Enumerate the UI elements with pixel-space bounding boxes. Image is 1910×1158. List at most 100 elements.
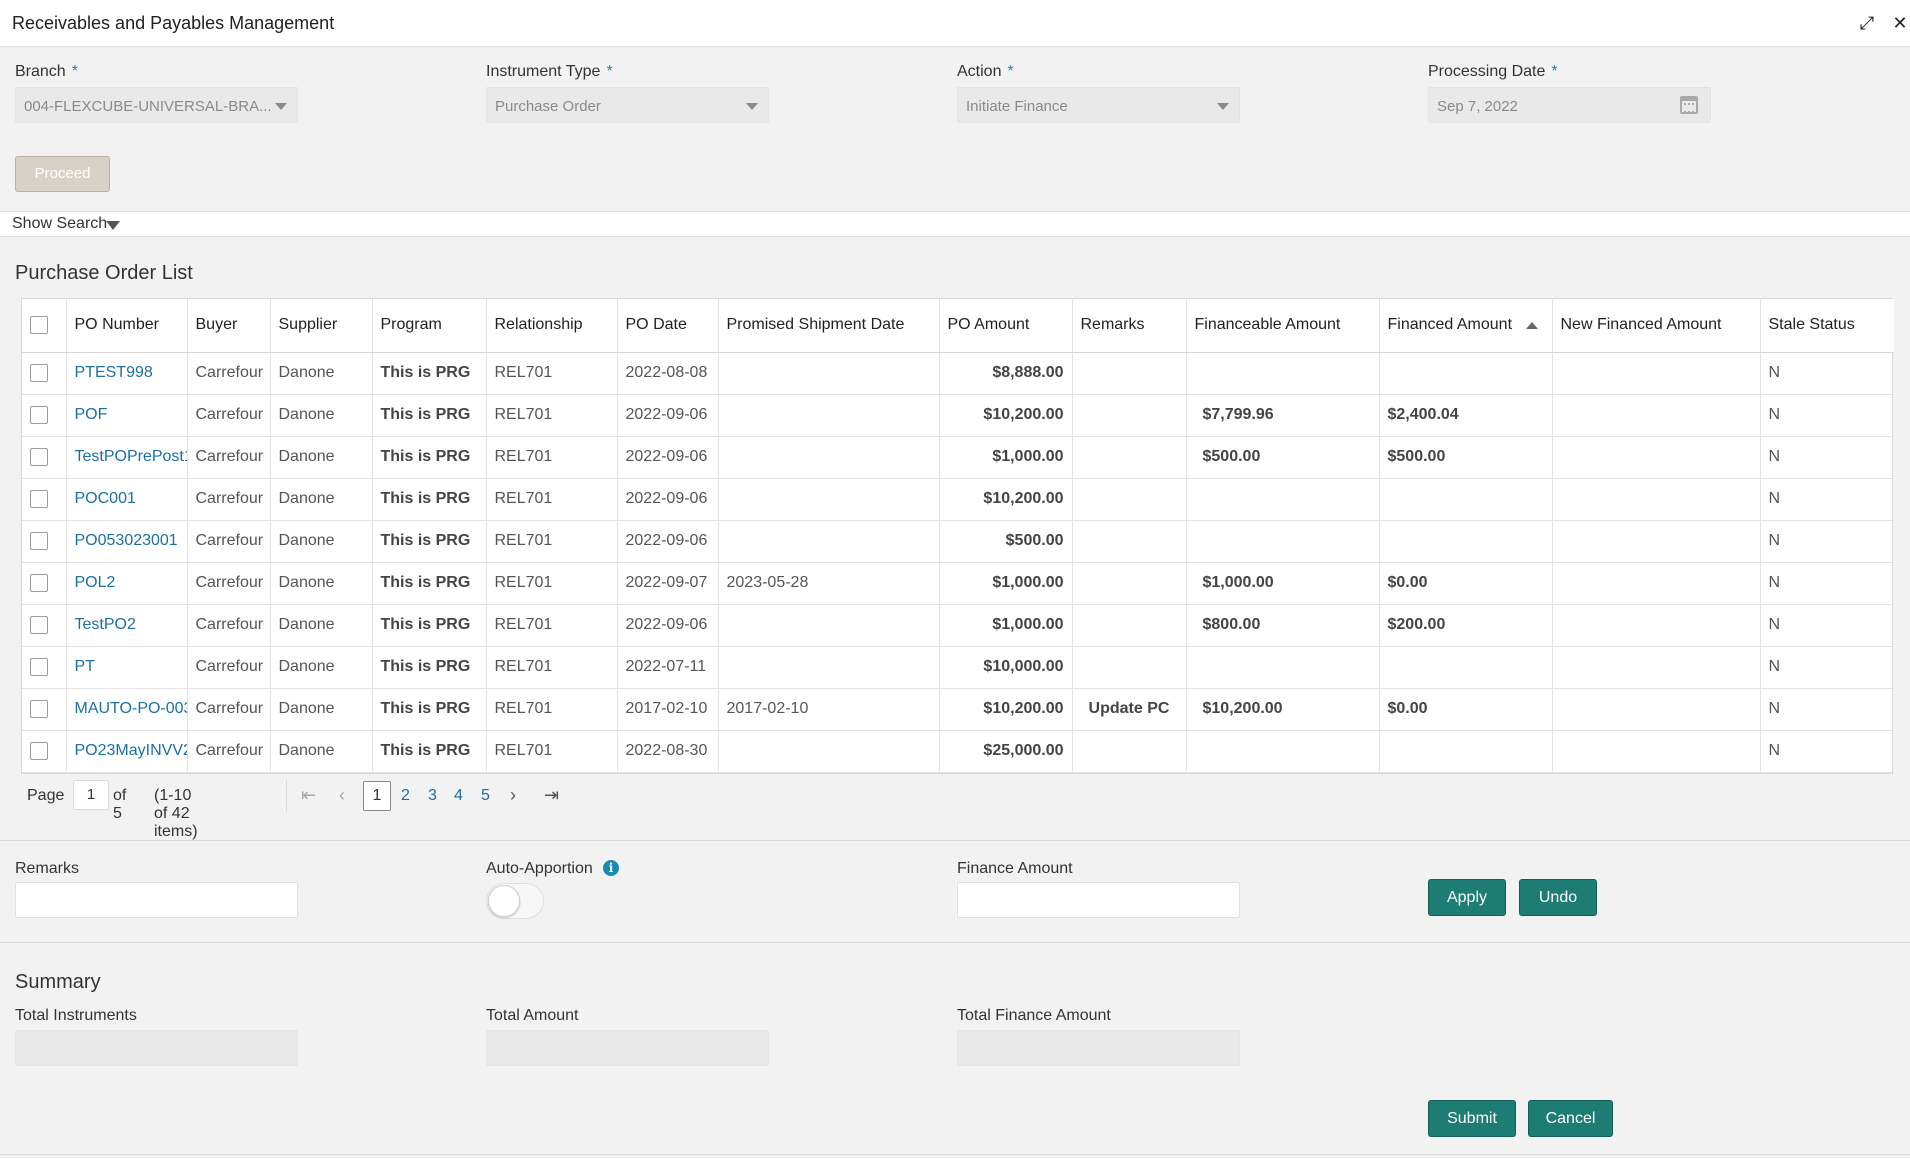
table-row[interactable]: POC001 Carrefour Danone This is PRG REL701 20… — [22, 478, 1894, 521]
sort-ascending-icon[interactable] — [1526, 321, 1539, 329]
table-row[interactable]: TestPO2 Carrefour Danone This is PRG REL701 2… — [22, 604, 1894, 647]
cell-program: This is PRG — [372, 394, 487, 437]
show-search-bar[interactable]: Show Search — [0, 211, 1910, 237]
row-select-cell[interactable] — [22, 394, 67, 437]
col-buyer[interactable]: Buyer — [187, 299, 271, 353]
row-select-cell[interactable] — [22, 478, 67, 521]
row-checkbox[interactable] — [30, 447, 48, 466]
row-checkbox[interactable] — [30, 531, 48, 550]
page-button-3[interactable]: 3 — [428, 787, 437, 804]
cell-financeable-amount: $1,000.00 — [1186, 562, 1380, 605]
total-finance-amount-label: Total Finance Amount — [957, 1007, 1111, 1024]
cell-po-date: 2022-09-06 — [617, 520, 719, 563]
table-row[interactable]: PO23MayINVV2 Carrefour Danone This is PRG RE… — [22, 730, 1894, 773]
table-row[interactable]: PT Carrefour Danone This is PRG REL701 2022-0… — [22, 646, 1894, 689]
row-select-cell[interactable] — [22, 730, 67, 773]
cell-buyer: Carrefour — [187, 562, 271, 605]
row-select-cell[interactable] — [22, 646, 67, 689]
row-checkbox[interactable] — [30, 657, 48, 676]
table-row[interactable]: POF Carrefour Danone This is PRG REL701 2022-… — [22, 394, 1894, 437]
cell-program: This is PRG — [372, 352, 487, 395]
row-checkbox[interactable] — [30, 489, 48, 508]
row-checkbox[interactable] — [30, 615, 48, 634]
items-count: (1-10 of 42 items) — [154, 787, 198, 840]
col-po-number[interactable]: PO Number — [66, 299, 188, 353]
cell-po-number[interactable]: PTEST998 — [66, 352, 188, 395]
row-checkbox[interactable] — [30, 363, 48, 382]
page-button-1[interactable]: 1 — [363, 781, 391, 811]
table-row[interactable]: PTEST998 Carrefour Danone This is PRG REL701… — [22, 352, 1894, 395]
page-button-5[interactable]: 5 — [481, 787, 490, 804]
cell-supplier: Danone — [270, 562, 373, 605]
close-icon[interactable]: ✕ — [1892, 13, 1908, 33]
col-po-date[interactable]: PO Date — [617, 299, 719, 353]
col-stale-status[interactable]: Stale Status — [1760, 299, 1894, 353]
cell-buyer: Carrefour — [187, 688, 271, 731]
info-icon[interactable]: i — [603, 860, 619, 876]
col-po-amount[interactable]: PO Amount — [939, 299, 1073, 353]
cell-po-number[interactable]: PO23MayINVV2 — [66, 730, 188, 773]
row-select-cell[interactable] — [22, 688, 67, 731]
row-checkbox[interactable] — [30, 405, 48, 424]
cell-po-number[interactable]: MAUTO-PO-003 — [66, 688, 188, 731]
col-financeable-amount[interactable]: Financeable Amount — [1186, 299, 1380, 353]
table-row[interactable]: TestPOPrePost1 Carrefour Danone This is PRG… — [22, 436, 1894, 479]
cell-stale-status: N — [1760, 688, 1894, 731]
cell-remarks — [1072, 478, 1187, 521]
calendar-icon[interactable] — [1680, 96, 1698, 114]
row-select-cell[interactable] — [22, 352, 67, 395]
proceed-button[interactable]: Proceed — [15, 156, 110, 192]
action-select[interactable]: Initiate Finance — [957, 87, 1240, 123]
row-select-cell[interactable] — [22, 604, 67, 647]
previous-page-icon[interactable]: ‹ — [339, 785, 345, 805]
page-button-4[interactable]: 4 — [454, 787, 463, 804]
col-financed-amount[interactable]: Financed Amount — [1379, 299, 1553, 353]
processing-date-input[interactable]: Sep 7, 2022 — [1428, 87, 1711, 123]
finance-amount-input[interactable] — [957, 882, 1240, 918]
col-promised-shipment-date[interactable]: Promised Shipment Date — [718, 299, 940, 353]
row-select-cell[interactable] — [22, 562, 67, 605]
branch-select[interactable]: 004-FLEXCUBE-UNIVERSAL-BRA... — [15, 87, 298, 123]
next-page-icon[interactable]: › — [510, 785, 516, 805]
cancel-button[interactable]: Cancel — [1528, 1100, 1613, 1137]
submit-button[interactable]: Submit — [1428, 1100, 1516, 1137]
row-checkbox[interactable] — [30, 741, 48, 760]
page-number-input[interactable]: 1 — [73, 780, 109, 810]
cell-po-number[interactable]: POC001 — [66, 478, 188, 521]
table-row[interactable]: POL2 Carrefour Danone This is PRG REL701 2022… — [22, 562, 1894, 605]
cell-po-number[interactable]: PO053023001 — [66, 520, 188, 563]
last-page-icon[interactable]: ⇥ — [544, 785, 560, 805]
page-button-2[interactable]: 2 — [401, 787, 410, 804]
row-select-cell[interactable] — [22, 436, 67, 479]
cell-po-number[interactable]: POL2 — [66, 562, 188, 605]
col-remarks[interactable]: Remarks — [1072, 299, 1187, 353]
auto-apportion-toggle[interactable] — [486, 883, 544, 919]
cell-po-number[interactable]: PT — [66, 646, 188, 689]
row-checkbox[interactable] — [30, 573, 48, 592]
col-new-financed-amount[interactable]: New Financed Amount — [1552, 299, 1761, 353]
select-all-cell[interactable] — [22, 299, 67, 353]
cell-po-date: 2022-08-30 — [617, 730, 719, 773]
cell-po-number[interactable]: POF — [66, 394, 188, 437]
cell-po-number[interactable]: TestPOPrePost1 — [66, 436, 188, 479]
show-search-toggle[interactable]: Show Search — [12, 215, 108, 232]
cell-po-date: 2022-09-06 — [617, 436, 719, 479]
first-page-icon[interactable]: ⇤ — [301, 785, 317, 805]
instrument-type-select[interactable]: Purchase Order — [486, 87, 769, 123]
col-relationship[interactable]: Relationship — [486, 299, 618, 353]
apply-button[interactable]: Apply — [1428, 879, 1506, 916]
select-all-checkbox[interactable] — [30, 316, 48, 335]
caret-down-icon[interactable] — [106, 221, 120, 230]
table-row[interactable]: PO053023001 Carrefour Danone This is PRG REL… — [22, 520, 1894, 563]
row-checkbox[interactable] — [30, 699, 48, 718]
cell-po-number[interactable]: TestPO2 — [66, 604, 188, 647]
cell-promised-shipment-date — [718, 604, 940, 647]
minimize-icon[interactable]: ⤢ — [1859, 13, 1875, 33]
remarks-input[interactable] — [15, 882, 298, 918]
col-supplier[interactable]: Supplier — [270, 299, 373, 353]
undo-button[interactable]: Undo — [1519, 879, 1597, 916]
row-select-cell[interactable] — [22, 520, 67, 563]
table-row[interactable]: MAUTO-PO-003 Carrefour Danone This is PRG RE… — [22, 688, 1894, 731]
col-program[interactable]: Program — [372, 299, 487, 353]
cell-relationship: REL701 — [486, 478, 618, 521]
